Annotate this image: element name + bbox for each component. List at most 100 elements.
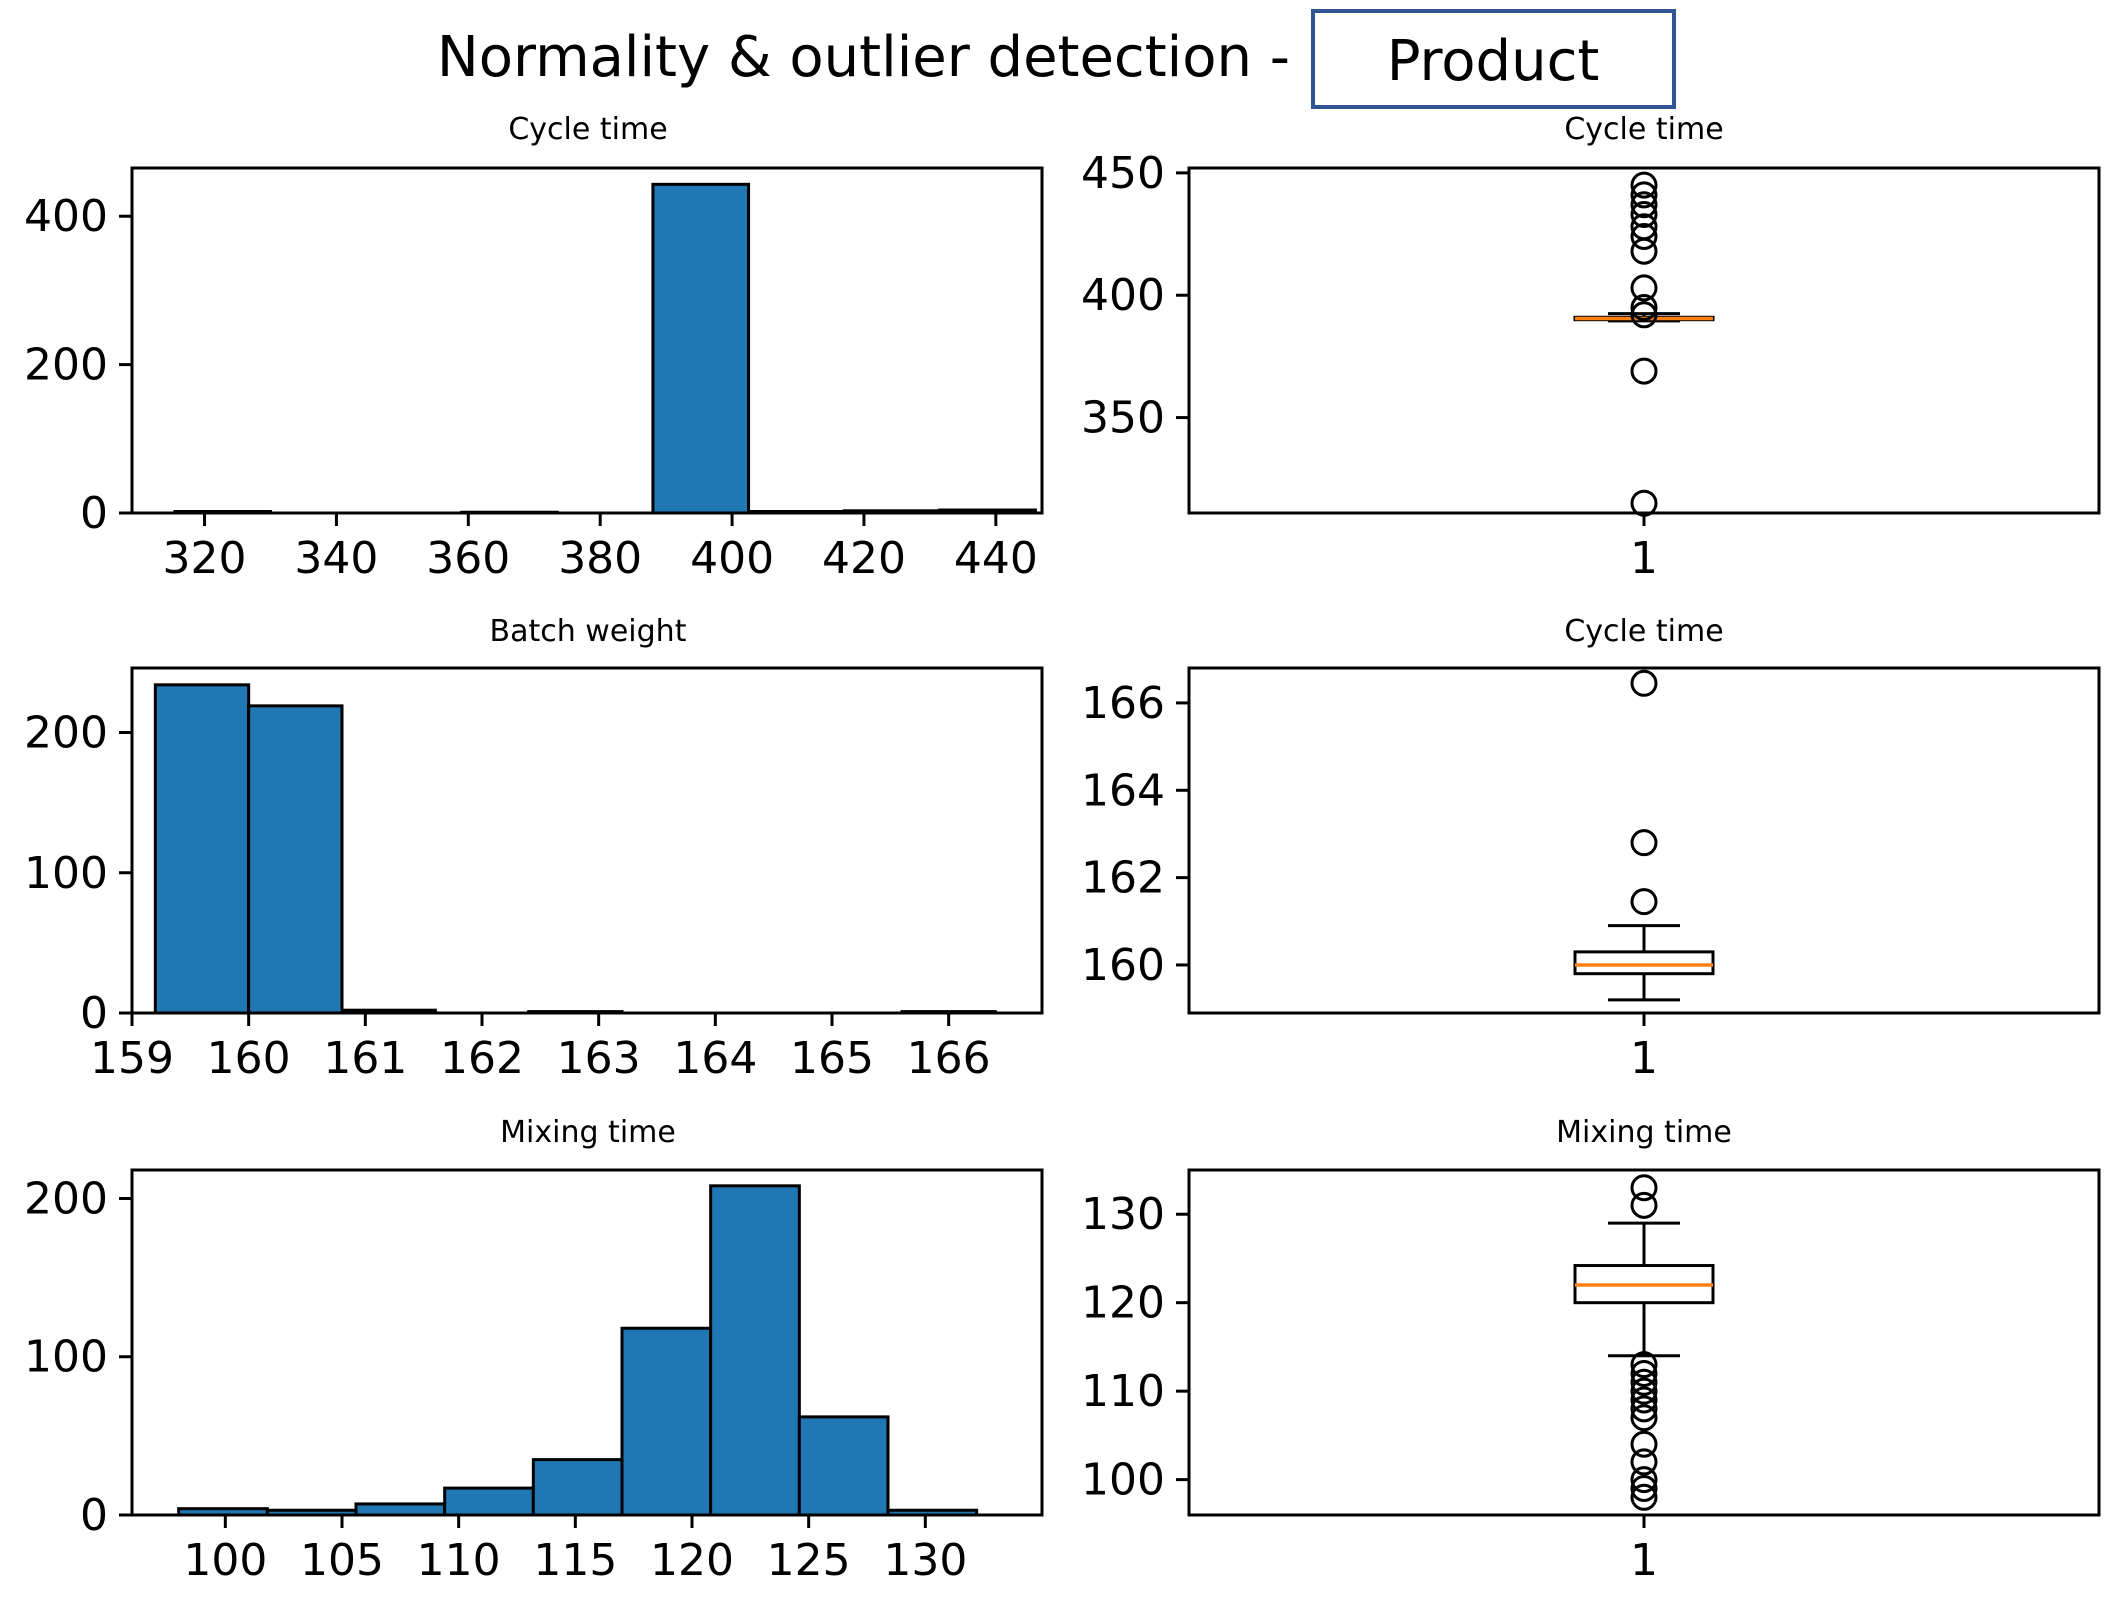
hist-cycle-time-bar (173, 510, 272, 515)
hist-mixing-time-bar (797, 1415, 890, 1517)
box-cycle-time-outlier (1630, 200, 1658, 228)
box-cycle-time-outlier (1630, 181, 1658, 209)
box-cycle-time-outlier (1630, 357, 1658, 385)
box-cycle-time-outlier (1630, 301, 1658, 329)
box-mixing-time-outlier (1630, 1466, 1658, 1494)
box-batch-weight-xtick-label: 1 (1630, 1033, 1658, 1084)
hist-batch-weight-ytick-label: 0 (80, 988, 108, 1039)
hist-batch-weight-xtick-label: 159 (90, 1033, 174, 1084)
hist-mixing-time-ytick-label: 100 (24, 1332, 108, 1383)
box-mixing-time-outlier (1630, 1191, 1658, 1219)
box-cycle-time-outlier (1630, 274, 1658, 302)
hist-batch-weight-xtick-label: 166 (907, 1033, 991, 1084)
box-cycle-time-outlier (1630, 237, 1658, 265)
box-batch-weight-ytick-label: 164 (1081, 765, 1165, 816)
box-mixing-time-ytick-label: 130 (1081, 1189, 1165, 1240)
hist-batch-weight-bar (340, 1008, 437, 1015)
box-cycle-time-outlier (1630, 191, 1658, 219)
box-mixing-time-outlier (1630, 1483, 1658, 1511)
hist-batch-weight-bar (900, 1010, 997, 1015)
hist-cycle-time-bar (747, 510, 846, 515)
box-mixing-time-ytick-label: 110 (1081, 1366, 1165, 1417)
hist-mixing-time-bar (531, 1458, 624, 1517)
box-mixing-time-outlier (1630, 1474, 1658, 1502)
hist-mixing-time-ytick-label: 200 (24, 1173, 108, 1224)
hist-batch-weight-xtick-label: 161 (323, 1033, 407, 1084)
hist-cycle-time-bar (651, 182, 751, 515)
box-cycle-time-frame (1187, 166, 2101, 515)
hist-mixing-time-plot: 0 100 200 100 105 110 115 120 125 130 (24, 1168, 1044, 1586)
hist-batch-weight-bar (247, 704, 344, 1015)
box-mixing-time-outlier (1630, 1377, 1658, 1405)
hist-cycle-time-xtick-label: 340 (294, 533, 378, 584)
hist-mixing-time-bar (886, 1508, 979, 1517)
box-mixing-time-outlier (1630, 1368, 1658, 1396)
box-batch-weight-box (1573, 950, 1715, 976)
hist-mixing-time-bar (443, 1486, 535, 1517)
subplot-title-hist-mixing-time: Mixing time (500, 1115, 676, 1150)
box-cycle-time-outlier (1630, 223, 1658, 251)
box-cycle-time-ytick-label: 400 (1081, 270, 1165, 321)
hist-cycle-time-xtick-label: 380 (558, 533, 642, 584)
hist-cycle-time-xtick-label: 400 (690, 533, 774, 584)
figure-title: Normality & outlier detection - (437, 25, 1290, 90)
box-cycle-time-outlier (1630, 293, 1658, 321)
box-cycle-time-xtick-label: 1 (1630, 533, 1658, 584)
hist-cycle-time-xtick-label: 420 (822, 533, 906, 584)
box-mixing-time-plot: 100 110 120 130 1 (1081, 1168, 2101, 1586)
hist-batch-weight-xtick-label: 162 (440, 1033, 524, 1084)
box-cycle-time-ytick-label: 450 (1081, 148, 1165, 199)
hist-cycle-time-bar (938, 508, 1037, 515)
box-batch-weight-frame (1187, 666, 2101, 1015)
hist-batch-weight-xtick-label: 160 (207, 1033, 291, 1084)
hist-mixing-time-bar (620, 1326, 713, 1517)
hist-cycle-time-ytick-label: 0 (80, 488, 108, 539)
hist-mixing-time-bar (709, 1184, 801, 1517)
hist-mixing-time-bar (177, 1507, 269, 1517)
box-batch-weight-outlier (1630, 829, 1658, 857)
hist-batch-weight-xtick-label: 163 (557, 1033, 641, 1084)
box-mixing-time-xtick-label: 1 (1630, 1535, 1658, 1586)
hist-mixing-time-xtick-label: 110 (417, 1535, 501, 1586)
hist-mixing-time-bar (265, 1508, 358, 1517)
hist-cycle-time-xtick-label: 440 (954, 533, 1038, 584)
box-mixing-time-outlier (1630, 1448, 1658, 1476)
title-box (1311, 9, 1676, 109)
box-batch-weight-ytick-label: 166 (1081, 678, 1165, 729)
subplot-title-hist-batch-weight: Batch weight (490, 614, 687, 649)
box-batch-weight-ytick-label: 160 (1081, 940, 1165, 991)
box-cycle-time-outlier (1630, 171, 1658, 199)
box-mixing-time-outlier (1630, 1174, 1658, 1202)
box-batch-weight-ytick-label: 162 (1081, 853, 1165, 904)
hist-cycle-time-ytick-label: 200 (24, 340, 108, 391)
subplot-title-hist-cycle-time: Cycle time (508, 112, 667, 147)
hist-cycle-time-xtick-label: 320 (163, 533, 247, 584)
hist-batch-weight-xtick-label: 164 (673, 1033, 757, 1084)
box-mixing-time-outlier (1630, 1359, 1658, 1387)
box-batch-weight-outlier (1630, 669, 1658, 697)
box-mixing-time-ytick-label: 120 (1081, 1278, 1165, 1329)
hist-batch-weight-ytick-label: 100 (24, 848, 108, 899)
box-batch-weight-plot: 160 162 164 166 1 (1081, 666, 2101, 1084)
box-cycle-time-outlier (1630, 489, 1658, 517)
hist-cycle-time-bar (842, 509, 942, 515)
box-mixing-time-ytick-label: 100 (1081, 1455, 1165, 1506)
hist-mixing-time-ytick-label: 0 (80, 1490, 108, 1541)
hist-batch-weight-bar (527, 1010, 624, 1015)
hist-mixing-time-xtick-label: 125 (767, 1535, 851, 1586)
hist-cycle-time-xtick-label: 360 (426, 533, 510, 584)
hist-cycle-time-bar (460, 510, 559, 515)
box-cycle-time-plot: 350 400 450 1 (1081, 148, 2101, 584)
hist-mixing-time-xtick-label: 130 (883, 1535, 967, 1586)
hist-mixing-time-xtick-label: 100 (183, 1535, 267, 1586)
box-cycle-time-outlier (1630, 213, 1658, 241)
title-box-label: Product (1387, 29, 1600, 94)
hist-mixing-time-xtick-label: 115 (533, 1535, 617, 1586)
box-mixing-time-outlier (1630, 1395, 1658, 1423)
hist-batch-weight-plot: 0 100 200 159 160 161 162 163 164 165 166 (24, 666, 1044, 1084)
box-mixing-time-outlier (1630, 1404, 1658, 1432)
hist-batch-weight-xtick-label: 165 (790, 1033, 874, 1084)
hist-batch-weight-ytick-label: 200 (24, 708, 108, 759)
box-cycle-time-ytick-label: 350 (1081, 393, 1165, 444)
